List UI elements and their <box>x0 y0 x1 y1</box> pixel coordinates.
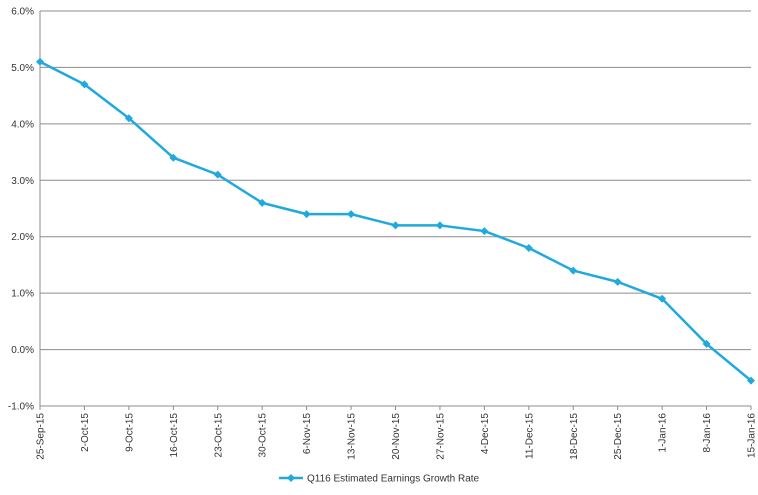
legend: Q116 Estimated Earnings Growth Rate <box>279 474 480 485</box>
data-point <box>613 277 622 286</box>
x-tick-label: 23-Oct-15 <box>213 413 224 458</box>
data-point <box>702 339 711 348</box>
x-tick-label: 6-Nov-15 <box>302 413 313 455</box>
x-tick-label: 4-Dec-15 <box>480 413 491 455</box>
x-tick-label: 8-Jan-16 <box>702 413 713 453</box>
y-tick-label: 3.0% <box>11 176 34 187</box>
gridlines <box>40 10 751 407</box>
y-tick-label: 5.0% <box>11 63 34 74</box>
y-tick-label: 0.0% <box>11 345 34 356</box>
y-tick-label: 2.0% <box>11 232 34 243</box>
y-tick-label: 4.0% <box>11 119 34 130</box>
data-point <box>213 170 222 179</box>
x-tick-label: 16-Oct-15 <box>169 413 180 458</box>
data-point <box>347 210 356 219</box>
x-tick-label: 9-Oct-15 <box>124 413 135 452</box>
x-tick-label: 15-Jan-16 <box>747 413 758 458</box>
x-tick-label: 13-Nov-15 <box>347 413 358 460</box>
data-point <box>391 221 400 230</box>
data-point <box>435 221 444 230</box>
x-tick-label: 25-Sep-15 <box>36 413 47 460</box>
x-axis: 25-Sep-15 2-Oct-15 9-Oct-15 16-Oct-15 23-Oct… <box>36 406 758 460</box>
x-tick-label: 11-Dec-15 <box>524 413 535 459</box>
data-point <box>124 114 133 123</box>
data-point <box>480 227 489 236</box>
data-point <box>302 210 311 219</box>
data-point <box>658 294 667 303</box>
data-point <box>524 244 533 252</box>
x-tick-label: 18-Dec-15 <box>569 413 580 460</box>
x-tick-label: 25-Dec-15 <box>613 413 624 460</box>
legend-marker-swatch <box>287 474 295 482</box>
y-axis: -1.0% 0.0% 1.0% 2.0% 3.0% 4.0% 5.0% 6.0% <box>8 7 41 413</box>
series-line <box>39 60 752 382</box>
data-point <box>258 198 267 207</box>
legend-label: Q116 Estimated Earnings Growth Rate <box>307 474 480 485</box>
data-point <box>169 153 178 162</box>
y-tick-label: -1.0% <box>8 402 34 413</box>
data-point <box>36 57 44 66</box>
data-point <box>80 80 89 89</box>
series-layer <box>36 57 755 385</box>
data-point <box>569 266 578 275</box>
x-tick-label: 2-Oct-15 <box>80 413 91 452</box>
x-tick-label: 30-Oct-15 <box>258 413 269 458</box>
x-tick-label: 20-Nov-15 <box>391 413 402 460</box>
x-tick-label: 1-Jan-16 <box>658 413 669 453</box>
y-tick-label: 1.0% <box>11 289 34 300</box>
data-point <box>747 376 755 385</box>
x-tick-label: 27-Nov-15 <box>435 413 446 460</box>
y-tick-label: 6.0% <box>11 7 34 18</box>
